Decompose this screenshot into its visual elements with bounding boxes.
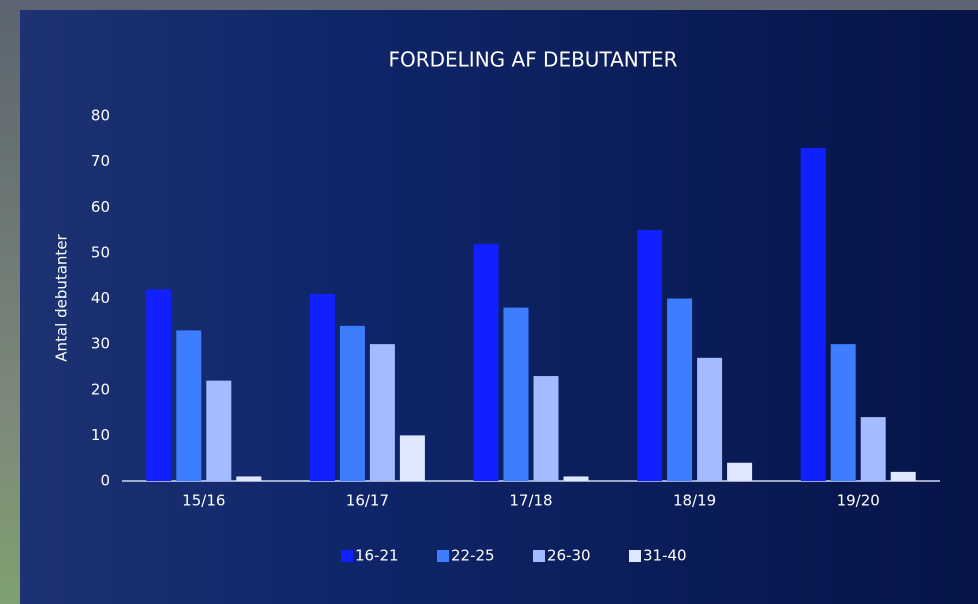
legend-label: 16-21 [355, 547, 399, 565]
legend-label: 26-30 [547, 547, 591, 565]
bar [473, 243, 499, 481]
bar [727, 462, 753, 481]
bar [146, 289, 172, 481]
y-tick-label: 20 [91, 380, 110, 398]
legend-swatch [629, 550, 641, 562]
bar [176, 330, 202, 481]
y-tick-label: 50 [91, 243, 110, 261]
x-tick-label: 18/19 [673, 492, 716, 510]
y-tick-label: 80 [91, 107, 110, 125]
chart-title: FORDELING AF DEBUTANTER [388, 48, 677, 72]
bar [860, 417, 886, 481]
y-tick-label: 30 [91, 335, 110, 353]
y-tick-label: 10 [91, 426, 110, 444]
x-tick-label: 15/16 [182, 492, 225, 510]
bar [503, 307, 529, 481]
bar [667, 298, 693, 481]
y-tick-label: 70 [91, 152, 110, 170]
bar [309, 293, 335, 481]
x-tick-label: 16/17 [346, 492, 389, 510]
y-tick-label: 0 [100, 472, 110, 490]
x-tick-label: 19/20 [837, 492, 880, 510]
bar [236, 476, 262, 481]
bar [399, 435, 425, 481]
legend-label: 22-25 [451, 547, 495, 565]
bar [830, 344, 856, 481]
bar [563, 476, 589, 481]
x-tick-label: 17/18 [509, 492, 552, 510]
bar [206, 380, 232, 481]
bar [890, 471, 916, 481]
bar [637, 230, 663, 481]
y-tick-label: 60 [91, 198, 110, 216]
legend-swatch [533, 550, 545, 562]
bar [339, 325, 365, 481]
y-axis-label: Antal debutanter [53, 233, 71, 361]
legend-label: 31-40 [643, 547, 687, 565]
y-tick-label: 40 [91, 289, 110, 307]
legend-swatch [437, 550, 449, 562]
legend-swatch [341, 550, 353, 562]
bar [800, 147, 826, 481]
bar [697, 357, 723, 481]
bar [533, 376, 559, 481]
bar [369, 344, 395, 481]
